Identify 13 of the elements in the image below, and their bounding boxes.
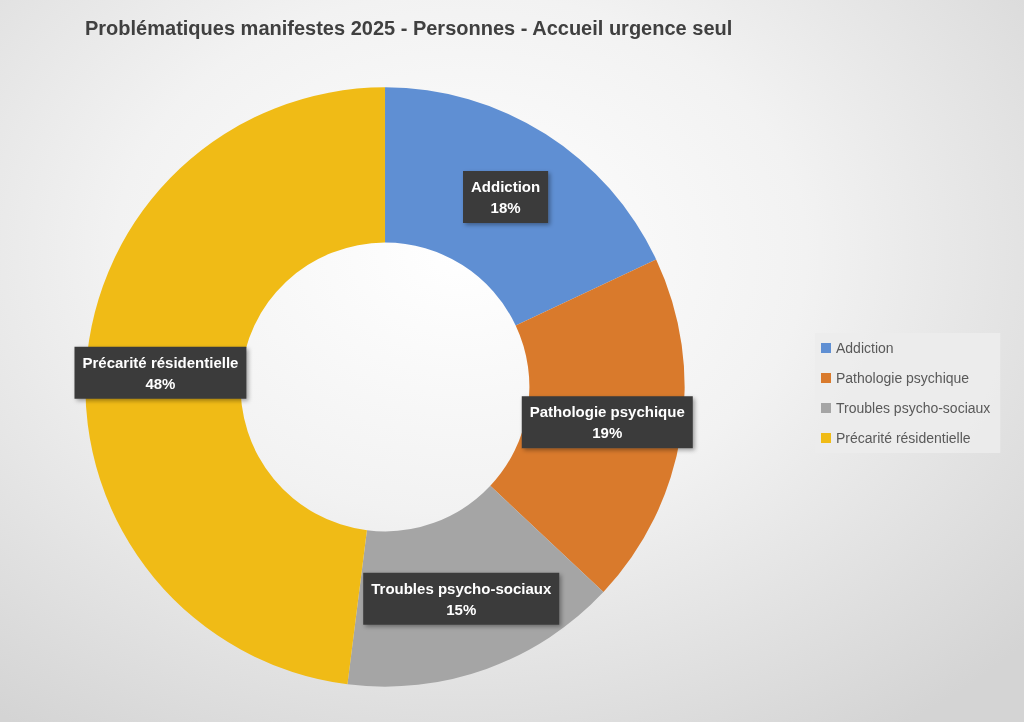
- slice-label: Précarité résidentielle: [82, 353, 239, 371]
- data-label: 48%: [145, 374, 176, 392]
- chart-title: Problématiques manifestes 2025 - Personnes - Accueil urgence seul: [85, 17, 733, 39]
- legend-label: Pathologie psychique: [836, 370, 970, 386]
- data-label: 15%: [446, 600, 477, 618]
- data-label: 18%: [490, 199, 521, 217]
- slice-label: Addiction: [471, 178, 541, 196]
- legend-label: Troubles psycho-sociaux: [836, 400, 991, 416]
- slice-label: Pathologie psychique: [529, 403, 685, 421]
- legend-label: Addiction: [836, 340, 894, 356]
- legend-label: Précarité résidentielle: [836, 430, 971, 446]
- data-label: 19%: [592, 424, 623, 442]
- slice-label: Troubles psycho-sociaux: [371, 579, 552, 597]
